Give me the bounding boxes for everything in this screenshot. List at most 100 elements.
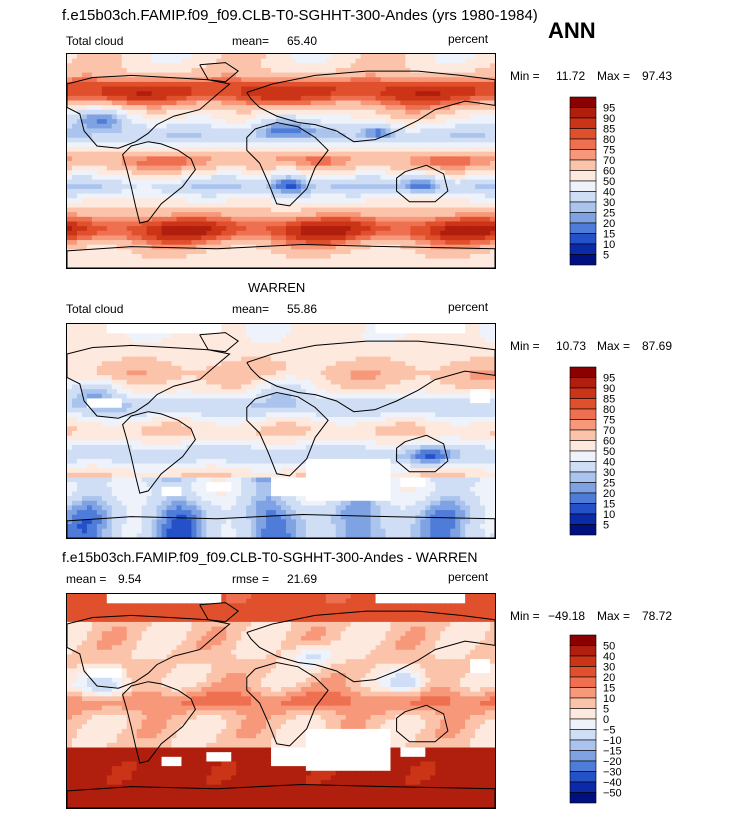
map-field-cell (216, 119, 222, 125)
map-field-cell (266, 249, 272, 255)
map-field-cell (76, 365, 83, 372)
map-field-cell (91, 328, 98, 334)
map-field-cell (226, 58, 232, 64)
map-field-cell (246, 179, 252, 185)
map-field-cell (81, 184, 88, 190)
map-field-cell (76, 333, 83, 339)
map-field-cell (76, 212, 83, 218)
map-field-cell (131, 254, 138, 260)
map-field-cell (136, 174, 143, 181)
map-field-cell (86, 81, 93, 88)
map-field-cell (256, 356, 262, 362)
map-field-cell (380, 235, 387, 241)
map-field-cell (485, 151, 491, 157)
map-field-cell (206, 202, 212, 209)
map-field-cell (365, 77, 372, 83)
map-field-cell (480, 81, 486, 88)
map-field-cell (470, 100, 476, 106)
map-field-cell (470, 207, 476, 213)
map-field-cell (201, 109, 207, 116)
map-field-cell (246, 95, 252, 102)
map-field-cell (166, 235, 173, 241)
map-field-cell (196, 365, 202, 372)
map-field-cell (186, 170, 193, 176)
map-field-cell (355, 226, 362, 232)
map-field-cell (285, 324, 292, 330)
map-field-cell (295, 54, 302, 60)
map-field-cell (106, 375, 113, 381)
map-field-cell (156, 105, 163, 111)
map-field-cell (455, 174, 461, 181)
map-field-cell (390, 72, 397, 78)
map-field-cell (480, 254, 486, 260)
map-field-cell (375, 258, 382, 264)
map-field-cell (465, 179, 471, 185)
map-field-cell (151, 188, 158, 195)
map-field-cell (365, 235, 372, 241)
map-field-cell (111, 342, 118, 348)
map-field-cell (111, 63, 118, 69)
map-field-cell (470, 128, 476, 134)
map-field-cell (300, 81, 307, 88)
map-field-cell (261, 356, 267, 362)
map-field-cell (166, 361, 173, 367)
map-field-cell (131, 230, 138, 237)
map-field-cell (67, 361, 73, 367)
map-field-cell (166, 230, 173, 237)
map-field-cell (340, 333, 347, 339)
map-field-cell (146, 67, 153, 74)
map-field-cell (305, 58, 312, 64)
map-field-cell (425, 151, 431, 157)
map-field-cell (420, 100, 426, 106)
map-field-cell (67, 174, 73, 181)
map-field-cell (330, 324, 337, 330)
map-field-cell (221, 184, 227, 190)
map-field-cell (181, 244, 188, 250)
map-field-cell (76, 235, 83, 241)
map-field-cell (121, 165, 128, 171)
map-field-cell (101, 133, 108, 139)
map-field-cell (425, 109, 431, 116)
map-field-cell (390, 100, 397, 106)
map-field-cell (470, 361, 476, 367)
map-field-cell (156, 174, 163, 181)
map-field-cell (121, 370, 128, 376)
map-field-cell (151, 202, 158, 209)
map-field-cell (420, 198, 426, 204)
map-field-cell (191, 212, 197, 218)
map-field-cell (86, 337, 93, 344)
map-field-cell (450, 193, 456, 199)
map-field-cell (415, 202, 421, 209)
map-field-cell (276, 72, 282, 78)
map-field-cell (370, 147, 377, 153)
map-field-cell (236, 342, 242, 348)
map-field-cell (305, 165, 312, 171)
map-field-cell (465, 156, 471, 162)
map-field-cell (400, 174, 407, 181)
map-field-cell (176, 165, 183, 171)
map-field-cell (91, 240, 98, 246)
map-field-cell (111, 179, 118, 185)
map-field-cell (295, 95, 302, 102)
map-field-cell (325, 333, 332, 339)
map-field-cell (355, 114, 362, 120)
map-field-cell (146, 324, 153, 330)
map-field-cell (425, 221, 431, 227)
map-field-cell (146, 365, 153, 372)
figure-title: f.e15b03ch.FAMIP.f09_f09.CLB-T0-SGHHT-30… (62, 7, 538, 24)
map-field-cell (136, 142, 143, 148)
map-field-cell (330, 165, 337, 171)
map-field-cell (355, 128, 362, 134)
map-field-cell (231, 221, 237, 227)
map-field-cell (86, 226, 93, 232)
map-field-cell (271, 72, 277, 78)
map-field-cell (271, 356, 277, 362)
map-field-cell (191, 91, 197, 97)
map-field-cell (375, 216, 382, 223)
map-field-cell (295, 147, 302, 153)
map-field-cell (241, 123, 247, 130)
map-field-cell (305, 86, 312, 92)
map-field-cell (256, 188, 262, 195)
map-field-cell (67, 230, 73, 237)
map-field-cell (365, 184, 372, 190)
